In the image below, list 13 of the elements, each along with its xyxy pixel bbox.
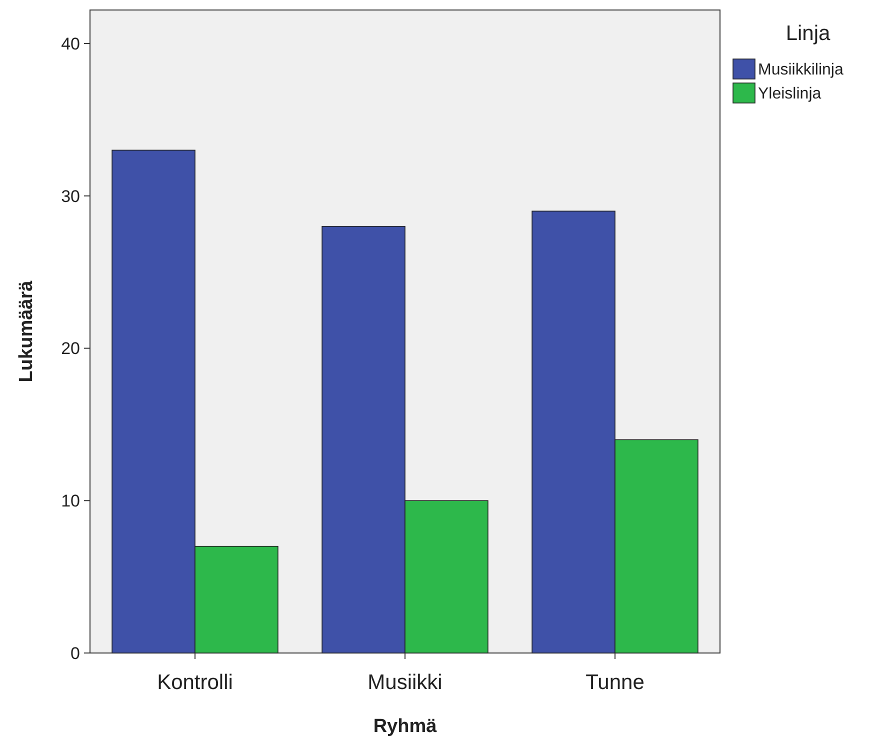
y-tick-label: 30 <box>61 186 80 206</box>
y-axis-title: Lukumäärä <box>16 280 37 382</box>
legend-title: Linja <box>786 22 830 45</box>
legend-label: Musiikkilinja <box>758 62 844 79</box>
y-tick-label: 0 <box>70 644 80 663</box>
y-tick-label: 10 <box>61 492 80 511</box>
x-tick-label: Tunne <box>586 671 644 694</box>
x-tick-label: Musiikki <box>368 671 442 694</box>
x-axis-title: Ryhmä <box>373 716 438 737</box>
x-tick-label: Kontrolli <box>157 671 233 694</box>
y-tick-label: 20 <box>61 339 80 358</box>
legend-label: Yleislinja <box>758 86 822 103</box>
y-tick-label: 40 <box>61 34 80 54</box>
